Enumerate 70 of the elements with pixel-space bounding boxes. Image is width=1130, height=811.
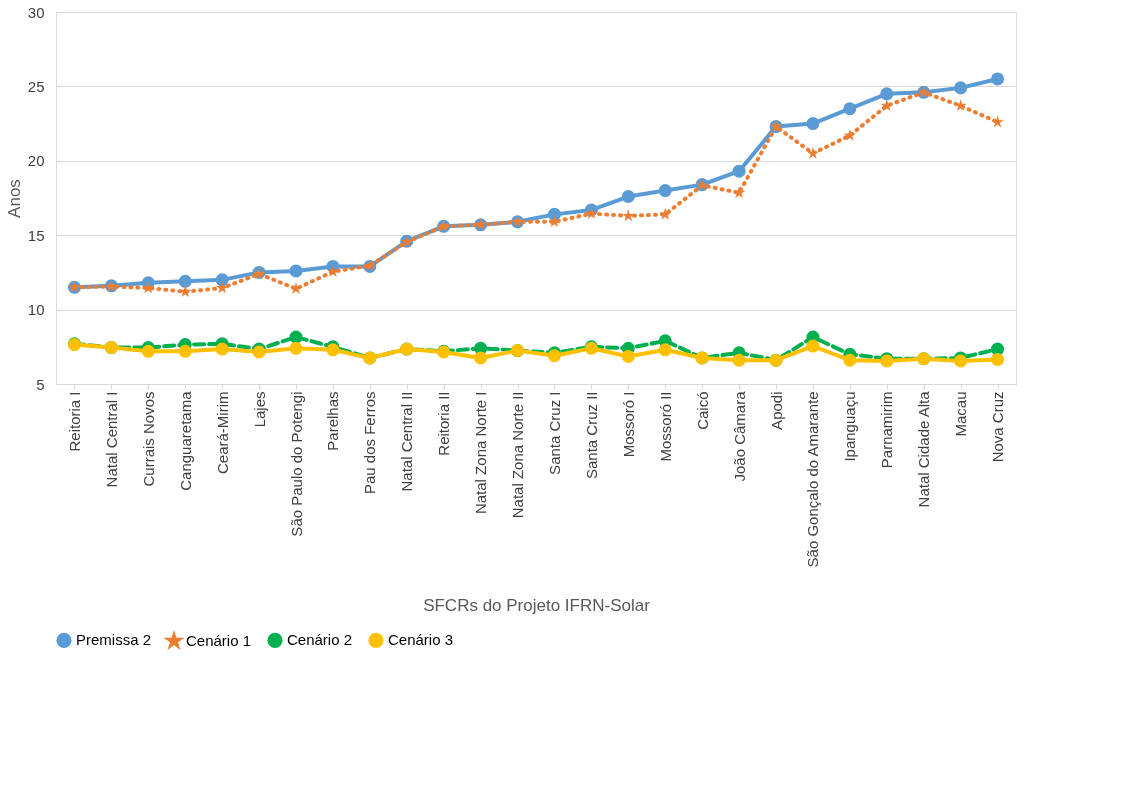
y-axis-title: Anos [4,179,24,218]
x-tick-label: Parnamirim [878,391,896,469]
point [215,342,229,356]
x-tick-label: Parelhas [324,391,342,451]
x-tick-label: Lajes [250,391,268,428]
x-tick-label: Mossoró II [656,391,674,462]
x-tick-label: Santa Cruz I [545,391,563,475]
x-tick-label: Natal Central II [398,391,416,492]
point [880,87,894,101]
point [991,352,1005,366]
x-tick-label: Mossoró I [619,391,637,458]
legend-label: Cenário 2 [287,631,353,649]
x-axis-title: SFCRs do Projeto IFRN-Solar [423,596,651,616]
point [732,164,746,178]
legend-label: Cenário 1 [186,632,252,650]
x-tick-label: Canguaretama [176,390,194,491]
legend-label: Cenário 3 [388,631,454,649]
x-tick-label: São Paulo do Potengi [287,391,305,537]
x-tick-label: Nova Cruz [989,391,1007,463]
x-tick-label: Ceará-Mirim [213,391,231,474]
x-tick-label: Natal Zona Norte I [472,391,490,515]
legend-label: Premissa 2 [76,631,152,649]
x-tick-label: Santa Cruz II [582,391,600,480]
x-tick-label: Pau dos Ferros [361,391,379,495]
point [880,99,893,112]
point [806,117,820,131]
point [954,81,968,95]
x-tick-label: Caicó [693,391,711,430]
y-tick-label: 30 [27,3,45,21]
x-tick-label: São Gonçalo do Amarante [804,391,822,568]
point [732,353,746,367]
point [621,190,635,204]
x-tick-label: Natal Zona Norte II [509,391,527,519]
point [806,339,820,353]
point [659,207,672,220]
point [658,343,672,357]
y-tick-label: 5 [36,375,45,393]
y-tick-label: 20 [27,152,45,170]
point [178,344,192,358]
x-tick-label: João Câmara [730,390,748,482]
x-tick-label: Currais Novos [139,391,157,487]
x-tick-label: Reitoria I [65,391,83,452]
x-tick-label: Ipanguaçu [841,391,859,462]
point [474,351,488,365]
point [991,72,1005,86]
x-tick-label: Natal Central I [102,391,120,488]
point [548,215,561,228]
point [806,146,820,159]
x-tick-label: Macau [952,391,970,437]
x-tick-label: Natal Cidade Alta [915,390,933,508]
point [658,184,672,198]
x-tick-label: Reitoria II [435,391,453,456]
point [289,264,303,278]
point [289,341,303,355]
point [843,128,857,141]
point [621,349,635,363]
y-tick-label: 10 [27,301,45,319]
point [843,102,857,116]
point [732,186,746,199]
point [178,274,192,288]
point [991,115,1004,128]
point [843,353,857,367]
point [585,207,598,219]
point [215,281,229,294]
point [215,273,229,287]
x-tick-label: Apodi [767,391,785,430]
y-tick-label: 15 [27,226,45,244]
y-tick-label: 25 [27,77,45,95]
point [179,285,192,298]
point [142,281,155,294]
